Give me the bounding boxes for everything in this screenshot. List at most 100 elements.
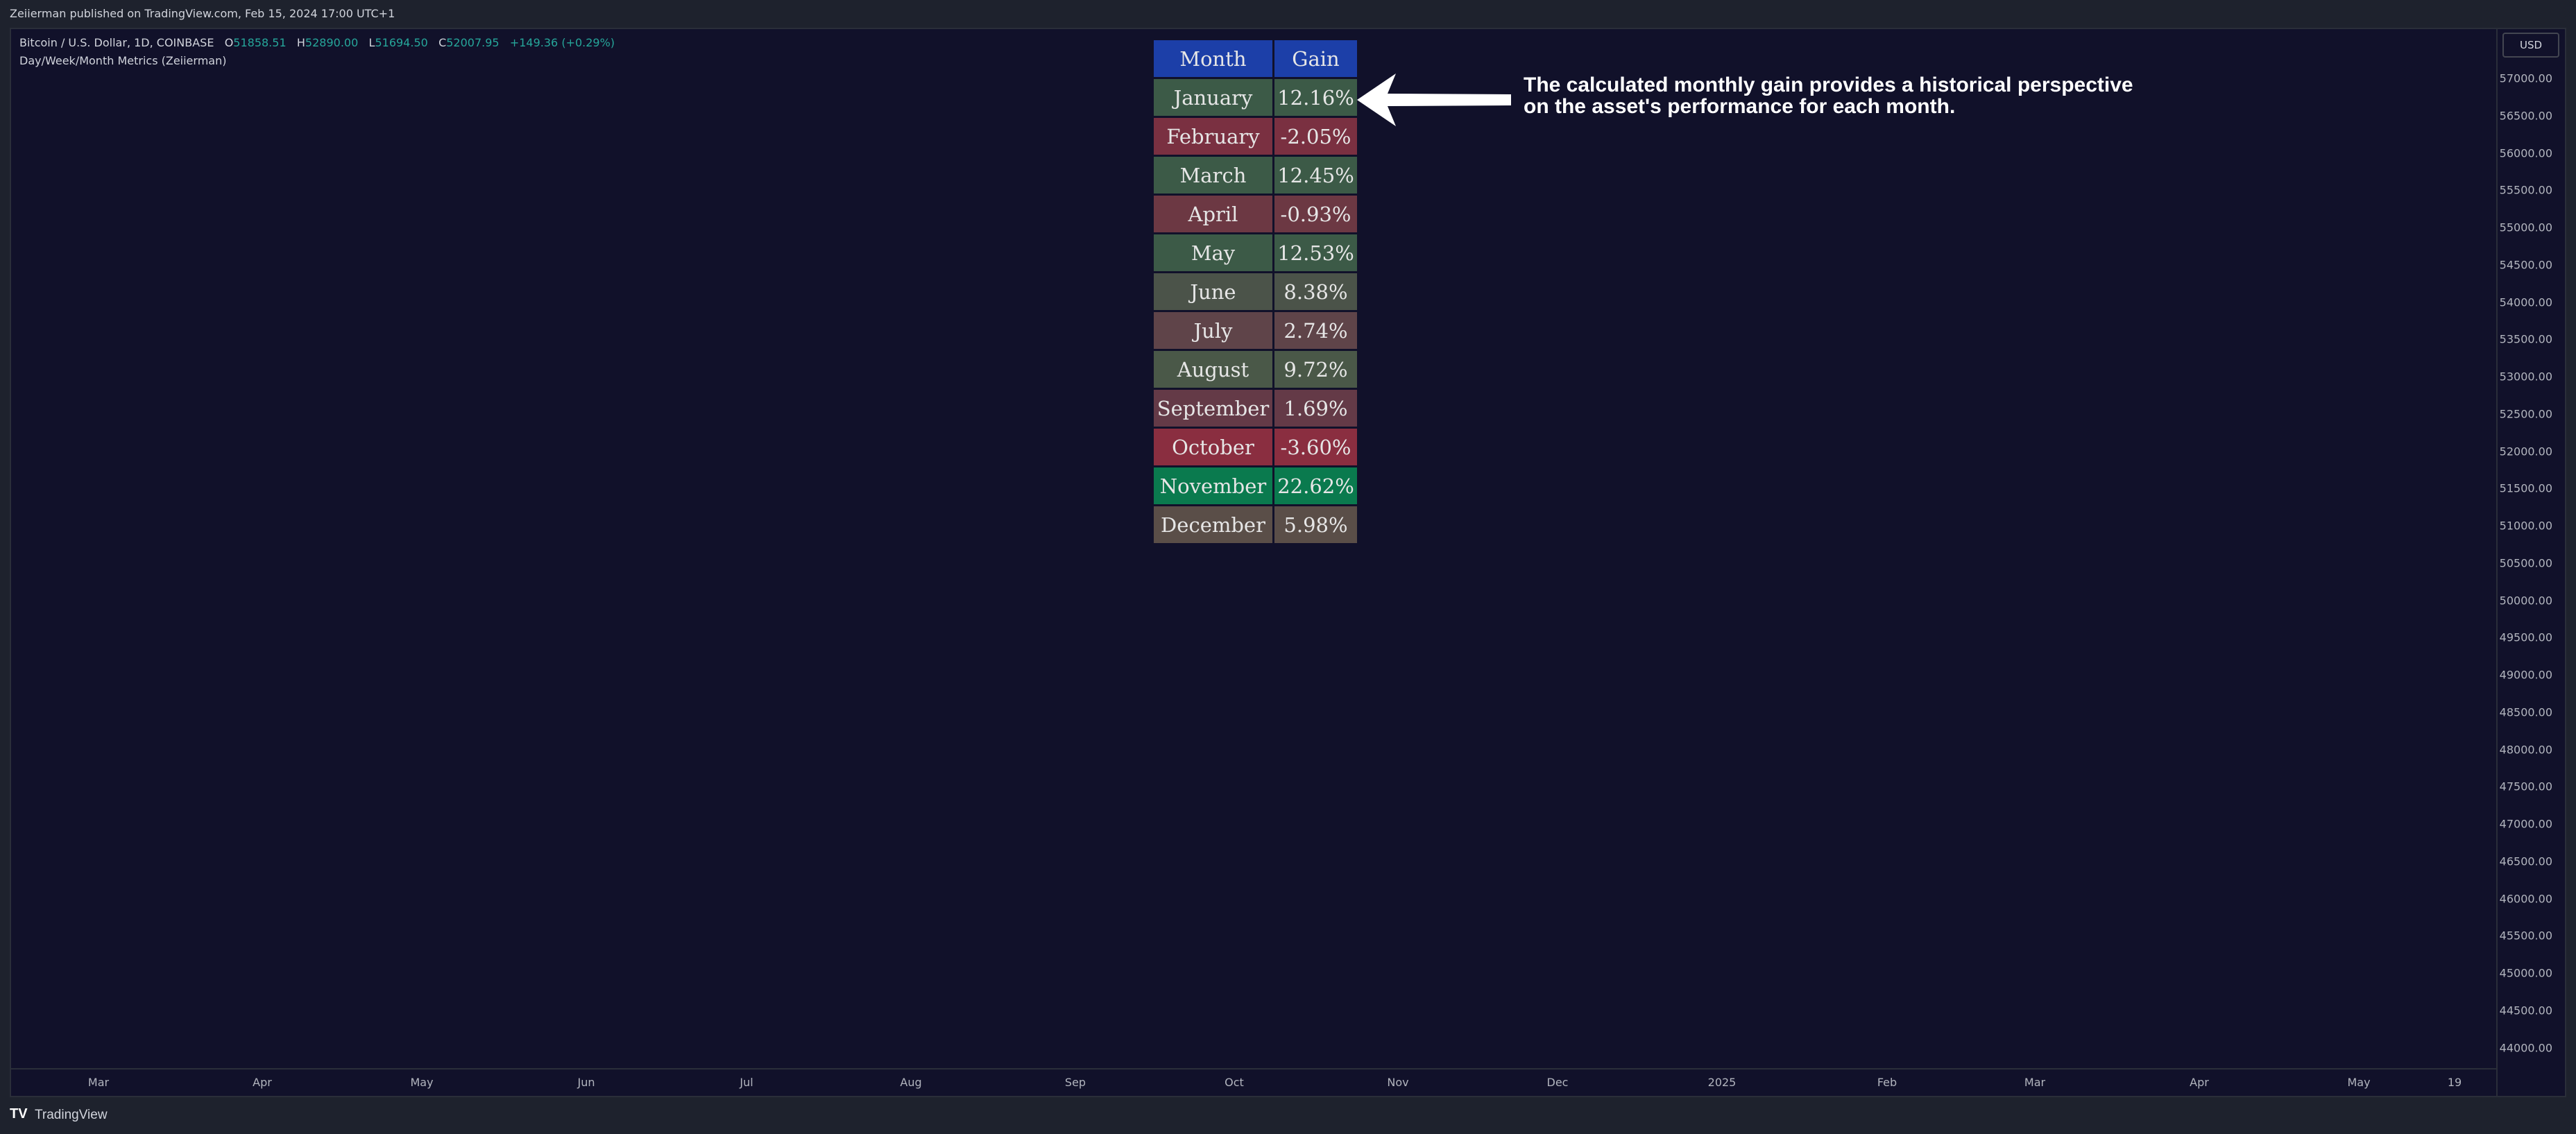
table-row: November 22.62% (1154, 467, 1357, 504)
open-label: O (224, 36, 234, 49)
open-value: 51858.51 (233, 36, 287, 49)
gain-cell: -2.05% (1274, 118, 1357, 155)
time-tick-label: Oct (1225, 1076, 1244, 1089)
time-tick-label: Aug (900, 1076, 922, 1089)
month-cell: October (1154, 429, 1272, 465)
publish-info: Zeiierman published on TradingView.com, … (10, 7, 395, 20)
time-axis[interactable]: Mar Apr May Jun Jul Aug Sep Oct Nov Dec 2025 Feb Mar… (11, 1068, 2496, 1096)
footer-bar: TV TradingView (0, 1097, 2576, 1134)
month-cell: January (1154, 79, 1272, 116)
month-header: Month (1154, 40, 1272, 77)
table-row: April -0.93% (1154, 196, 1357, 232)
currency-selector[interactable]: USD (2502, 33, 2559, 58)
price-tick-label: 48500.00 (2499, 705, 2552, 719)
price-tick-label: 53000.00 (2499, 370, 2552, 384)
time-tick-label: Jun (577, 1076, 595, 1089)
month-cell: March (1154, 157, 1272, 194)
price-axis[interactable]: 57000.00 56500.00 56000.00 55500.00 55000.00… (2496, 29, 2565, 1096)
table-row: September 1.69% (1154, 390, 1357, 427)
time-tick-label: Mar (2024, 1076, 2046, 1089)
gain-cell: 2.74% (1274, 312, 1357, 349)
price-tick-label: 50000.00 (2499, 594, 2552, 607)
annotation-line-1: The calculated monthly gain provides a h… (1524, 74, 2133, 96)
gain-header: Gain (1274, 40, 1357, 77)
month-cell: July (1154, 312, 1272, 349)
table-row: March 12.45% (1154, 157, 1357, 194)
gain-cell: 5.98% (1274, 506, 1357, 543)
price-tick-label: 55000.00 (2499, 221, 2552, 234)
indicator-legend[interactable]: Day/Week/Month Metrics (Zeiierman) (19, 54, 227, 67)
symbol-legend[interactable]: Bitcoin / U.S. Dollar, 1D, COINBASE O518… (19, 36, 615, 49)
price-tick-label: 49000.00 (2499, 668, 2552, 682)
time-tick-label: Nov (1387, 1076, 1409, 1089)
price-tick-label: 45500.00 (2499, 929, 2552, 943)
time-tick-label: Dec (1546, 1076, 1569, 1089)
gain-cell: -3.60% (1274, 429, 1357, 465)
time-tick-label: Apr (2190, 1076, 2209, 1089)
month-cell: November (1154, 467, 1272, 504)
price-tick-label: 44000.00 (2499, 1041, 2552, 1054)
price-tick-label: 48000.00 (2499, 743, 2552, 756)
table-row: August 9.72% (1154, 351, 1357, 388)
price-tick-label: 54500.00 (2499, 258, 2552, 272)
close-label: C (438, 36, 447, 49)
high-value: 52890.00 (305, 36, 359, 49)
annotation-text: The calculated monthly gain provides a h… (1524, 74, 2133, 117)
month-cell: April (1154, 196, 1272, 232)
month-cell: May (1154, 234, 1272, 271)
gain-cell: 9.72% (1274, 351, 1357, 388)
gain-cell: 1.69% (1274, 390, 1357, 427)
price-tick-label: 51500.00 (2499, 481, 2552, 495)
time-tick-label: Apr (253, 1076, 272, 1089)
gain-cell: 12.53% (1274, 234, 1357, 271)
table-row: May 12.53% (1154, 234, 1357, 271)
table-row: June 8.38% (1154, 273, 1357, 310)
chart-plot-area[interactable]: Bitcoin / U.S. Dollar, 1D, COINBASE O518… (11, 29, 2496, 1096)
price-tick-label: 45000.00 (2499, 966, 2552, 980)
price-tick-label: 54000.00 (2499, 295, 2552, 309)
month-cell: September (1154, 390, 1272, 427)
price-tick-label: 44500.00 (2499, 1004, 2552, 1017)
time-tick-label: Mar (87, 1076, 110, 1089)
price-tick-label: 52000.00 (2499, 445, 2552, 458)
price-tick-label: 47500.00 (2499, 780, 2552, 793)
time-tick-label: 19 (2447, 1076, 2462, 1089)
month-cell: February (1154, 118, 1272, 155)
time-tick-label: Sep (1064, 1076, 1086, 1089)
table-row: December 5.98% (1154, 506, 1357, 543)
price-tick-label: 49500.00 (2499, 630, 2552, 644)
symbol-name[interactable]: Bitcoin / U.S. Dollar, 1D, COINBASE (19, 36, 214, 49)
gain-cell: 22.62% (1274, 467, 1357, 504)
low-value: 51694.50 (375, 36, 428, 49)
table-row: February -2.05% (1154, 118, 1357, 155)
gain-cell: -0.93% (1274, 196, 1357, 232)
table-row: July 2.74% (1154, 312, 1357, 349)
price-tick-label: 52500.00 (2499, 407, 2552, 421)
month-cell: December (1154, 506, 1272, 543)
price-tick-label: 51000.00 (2499, 519, 2552, 533)
month-cell: June (1154, 273, 1272, 310)
arrow-left-icon (1357, 74, 1511, 126)
low-label: L (368, 36, 375, 49)
top-bar: Zeiierman published on TradingView.com, … (0, 0, 2576, 28)
price-tick-label: 46000.00 (2499, 892, 2552, 905)
brand-name[interactable]: TradingView (35, 1108, 108, 1122)
time-tick-label: Feb (1877, 1076, 1897, 1089)
tradingview-logo-icon[interactable]: TV (10, 1106, 28, 1122)
monthly-gain-table: Month Gain January 12.16% February -2.05% Ma… (1152, 38, 1359, 545)
price-tick-label: 53500.00 (2499, 332, 2552, 346)
price-tick-label: 57000.00 (2499, 71, 2552, 85)
time-tick-label: May (410, 1076, 434, 1089)
gain-cell: 12.16% (1274, 79, 1357, 116)
change-value: +149.36 (+0.29%) (509, 36, 615, 49)
price-tick-label: 55500.00 (2499, 183, 2552, 197)
price-tick-label: 56000.00 (2499, 146, 2552, 160)
time-tick-label: May (2347, 1076, 2371, 1089)
time-tick-label: Jul (740, 1076, 753, 1089)
table-row: January 12.16% (1154, 79, 1357, 116)
price-tick-label: 47000.00 (2499, 817, 2552, 831)
annotation-line-2: on the asset's performance for each mont… (1524, 95, 1956, 118)
price-tick-label: 46500.00 (2499, 854, 2552, 868)
chart-frame[interactable]: Bitcoin / U.S. Dollar, 1D, COINBASE O518… (10, 28, 2566, 1097)
price-tick-label: 50500.00 (2499, 556, 2552, 570)
